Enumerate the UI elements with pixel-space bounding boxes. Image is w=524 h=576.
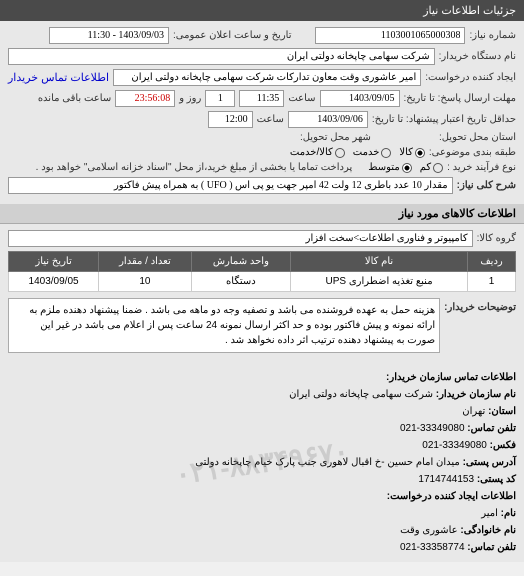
main-desc-label: شرح کلی نیاز: — [457, 180, 516, 191]
request-no-input — [315, 27, 465, 44]
need-type-radios: کم متوسط — [368, 162, 443, 173]
page-header: جزئیات اطلاعات نیاز — [0, 0, 524, 21]
deadline-send-date — [320, 90, 400, 107]
creator-label: ایجاد کننده درخواست: — [425, 72, 516, 83]
deadline-send-time — [239, 90, 284, 107]
group-label: گروه کالا: — [477, 233, 516, 244]
buyer-org-label: نام دستگاه خریدار: — [439, 51, 516, 62]
radio-low[interactable] — [433, 163, 443, 173]
radio-both[interactable] — [335, 148, 345, 158]
deadline-send-time-label: ساعت — [288, 93, 315, 104]
deadline-min-label: حداقل تاریخ اعتبار پیشنهاد: تا تاریخ: — [372, 114, 516, 125]
table-header: تعداد / مقدار — [99, 252, 192, 272]
group-input — [8, 230, 473, 247]
creator-input — [113, 69, 421, 86]
remaining-days — [205, 90, 235, 107]
notes-text: هزینه حمل به عهده فروشنده می باشد و تصفی… — [8, 298, 440, 353]
deadline-min-time-label: ساعت — [257, 114, 284, 125]
announce-label: تاریخ و ساعت اعلان عمومی: — [173, 30, 292, 41]
payment-note: پرداخت تماما یا بخشی از مبلغ خرید،از محل… — [36, 162, 353, 173]
contact-section: ۰۲۱-۸۸۳۴۹۶۷۰ اطلاعات تماس سازمان خریدار:… — [0, 363, 524, 562]
radio-goods[interactable] — [415, 148, 425, 158]
table-header: واحد شمارش — [191, 252, 290, 272]
main-form: شماره نیاز: تاریخ و ساعت اعلان عمومی: نا… — [0, 21, 524, 204]
subject-type-label: طبقه بندی موضوعی: — [429, 147, 516, 158]
buyer-org-input — [8, 48, 435, 65]
radio-mid[interactable] — [402, 163, 412, 173]
goods-section-header: اطلاعات کالاهای مورد نیاز — [0, 204, 524, 224]
announce-input — [49, 27, 169, 44]
request-no-label: شماره نیاز: — [469, 30, 516, 41]
remaining-days-label: روز و — [179, 93, 201, 104]
delivery-city-label: شهر محل تحویل: — [300, 132, 371, 143]
goods-table: ردیفنام کالاواحد شمارشتعداد / مقدارتاریخ… — [8, 251, 516, 292]
radio-service[interactable] — [381, 148, 391, 158]
deadline-min-date — [288, 111, 368, 128]
need-type-label: نوع فرآیند خرید : — [447, 162, 516, 173]
deadline-min-time — [208, 111, 253, 128]
main-desc-input — [8, 177, 453, 194]
remaining-suffix: ساعت باقی مانده — [38, 93, 111, 104]
subject-type-radios: کالا خدمت کالا/خدمت — [290, 147, 425, 158]
table-row: 1منبع تغذیه اضطراری UPSدستگاه101403/09/0… — [9, 272, 516, 292]
deadline-send-label: مهلت ارسال پاسخ: تا تاریخ: — [404, 93, 516, 104]
contact-link[interactable]: اطلاعات تماس خریدار — [8, 71, 109, 84]
contact-section1-title: اطلاعات تماس سازمان خریدار: — [8, 369, 516, 386]
header-title: جزئیات اطلاعات نیاز — [423, 5, 516, 17]
remaining-time — [115, 90, 175, 107]
contact-section2-title: اطلاعات ایجاد کننده درخواست: — [8, 488, 516, 505]
table-header: ردیف — [468, 252, 516, 272]
delivery-state-label: استان محل تحویل: — [439, 132, 516, 143]
table-header: تاریخ نیاز — [9, 252, 99, 272]
table-header: نام کالا — [291, 252, 468, 272]
notes-label: توضیحات خریدار: — [444, 298, 516, 313]
